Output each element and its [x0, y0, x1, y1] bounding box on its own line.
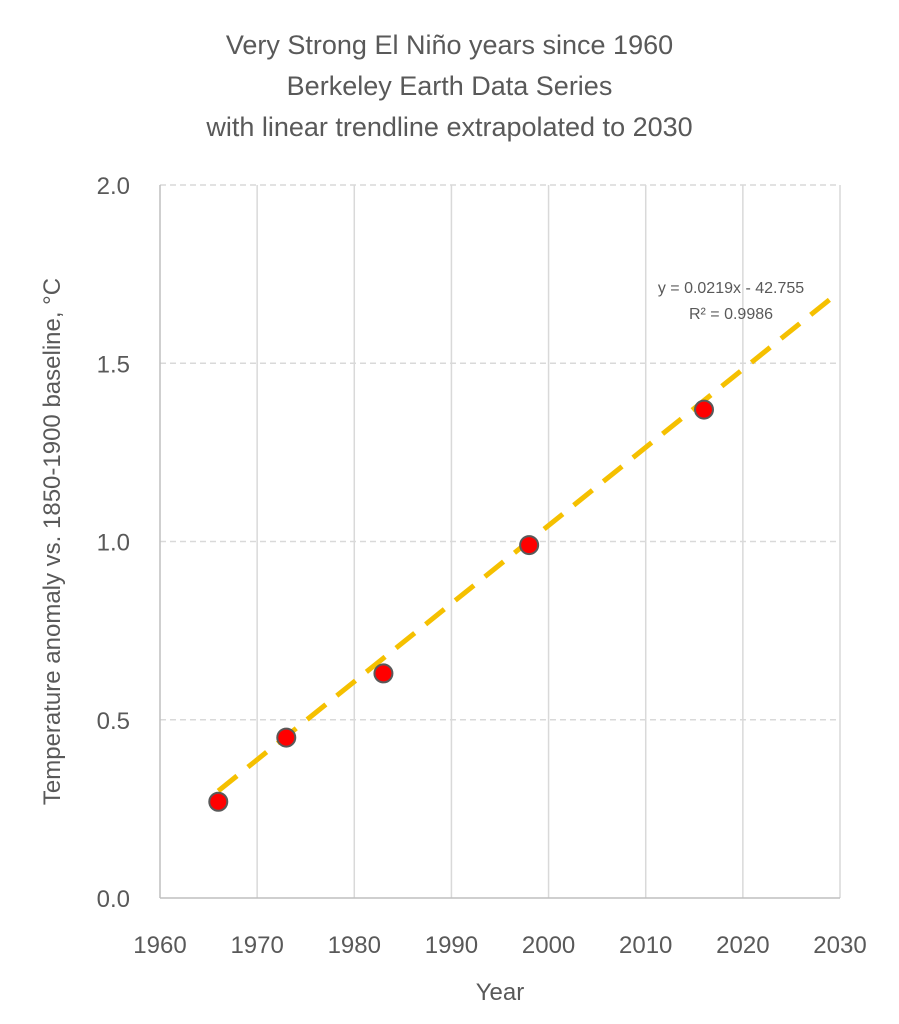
- data-point: [694, 399, 714, 420]
- chart-title-line-3: with linear trendline extrapolated to 20…: [206, 112, 693, 142]
- trendline-equation-label: y = 0.0219x - 42.755: [658, 280, 804, 297]
- x-tick-label: 1980: [328, 932, 381, 959]
- x-tick-label: 1990: [425, 932, 478, 959]
- x-tick-label: 2020: [716, 932, 769, 959]
- chart-title-line-2: Berkeley Earth Data Series: [286, 71, 613, 101]
- y-tick-label: 0.0: [97, 886, 130, 913]
- data-point: [373, 663, 394, 684]
- x-axis-title: Year: [476, 979, 525, 1006]
- data-point: [519, 535, 540, 556]
- x-tick-label: 2000: [522, 932, 575, 959]
- x-tick-label: 1960: [133, 932, 186, 959]
- x-tick-label: 2010: [619, 932, 672, 959]
- x-tick-label: 2030: [813, 932, 866, 959]
- trendline-r2-label: R² = 0.9986: [689, 306, 773, 323]
- x-tick-label: 1970: [230, 932, 283, 959]
- data-point: [208, 791, 229, 812]
- y-axis-title: Temperature anomaly vs. 1850-1900 baseli…: [39, 278, 66, 805]
- y-tick-label: 1.5: [97, 351, 130, 378]
- y-tick-label: 0.5: [97, 708, 130, 735]
- chart-title-line-1: Very Strong El Niño years since 1960: [225, 30, 674, 60]
- data-point: [276, 727, 297, 748]
- y-tick-label: 2.0: [97, 173, 130, 200]
- y-tick-label: 1.0: [97, 530, 130, 557]
